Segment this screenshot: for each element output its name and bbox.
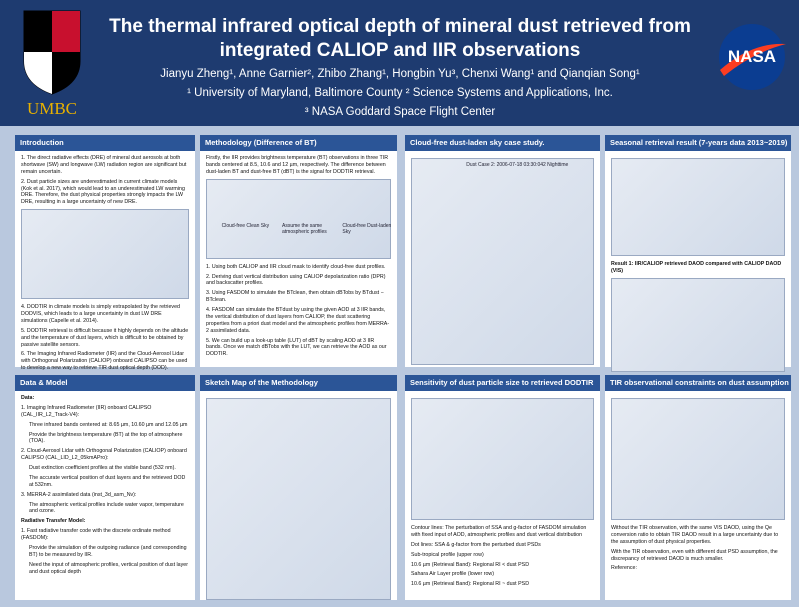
umbc-text: UMBC: [27, 99, 77, 118]
section-title: TIR observational constraints on dust as…: [605, 375, 791, 391]
section-title: Cloud-free dust-laden sky case study.: [405, 135, 600, 151]
paragraph: Dust extinction coefficient profiles at …: [29, 465, 176, 471]
paragraph: Need the input of atmospheric profiles, …: [29, 561, 188, 575]
section: Sketch Map of the Methodology: [200, 375, 397, 600]
paragraph: Three infrared bands centered at: 8.65 µ…: [29, 421, 188, 428]
section: Cloud-free dust-laden sky case study. Dus…: [405, 135, 600, 367]
paragraph: The atmospheric vertical profiles includ…: [29, 501, 184, 515]
figure: [611, 277, 785, 372]
paragraph: 1. Imaging Infrared Radiometer (IIR) onb…: [21, 404, 152, 418]
paragraph: Sahara Air Layer profile (lower row): [411, 571, 495, 578]
paragraph: 1. Using both CALIOP and IIR cloud mask …: [206, 263, 386, 270]
paragraph: 4. DODTIR in climate models is simply ex…: [21, 304, 180, 324]
paragraph: Radiative Transfer Model:: [21, 518, 86, 525]
umbc-logo: UMBC: [23, 10, 81, 118]
affiliation: ³ NASA Goddard Space Flight Center: [304, 106, 496, 118]
authors: Jianyu Zheng¹, Anne Garnier², Zhibo Zhan…: [160, 68, 640, 80]
header: The thermal infrared optical depth of mi…: [0, 0, 799, 126]
paragraph: 5. We can build up a look-up table (LUT)…: [206, 337, 387, 358]
section-body: [200, 391, 397, 607]
paragraph: Firstly, the IIR provides brightness tem…: [206, 155, 389, 175]
figure: [21, 209, 189, 300]
section-body: 1. The direct radiative effects (DRE) of…: [15, 151, 195, 379]
paragraph: 5. DODTIR retrieval is difficult because…: [21, 327, 189, 348]
paragraph: 10.6 µm (Retrieval Band): Regional RI < …: [411, 561, 530, 568]
figure-label: Dust Case 2: 2006-07-18 03:30:042 Nightt…: [466, 162, 569, 168]
paragraph: 1. Fast radiative transfer code with the…: [21, 528, 171, 541]
section-body: Firstly, the IIR provides brightness tem…: [200, 151, 397, 365]
paragraph: Result 1: IIR/CALIOP retrieved DAOD comp…: [611, 261, 782, 274]
figure: [611, 158, 785, 256]
figure: [611, 398, 785, 520]
figure-label: Cloud-free Clean Sky: [221, 222, 270, 229]
paragraph: Sub-tropical profile (upper row): [411, 551, 484, 558]
section-title: Data & Model: [15, 375, 195, 391]
section-title: Sensitivity of dust particle size to ret…: [405, 375, 600, 391]
paragraph: 10.6 µm (Retrieval Band): Regional RI ~ …: [411, 581, 530, 588]
figure: [411, 398, 594, 520]
paragraph: 2. Dust particle sizes are underestimate…: [21, 178, 185, 206]
section: Sensitivity of dust particle size to ret…: [405, 375, 600, 600]
paragraph: Contour lines: The perturbation of SSA a…: [411, 525, 587, 538]
paragraph: With the TIR observation, even with diff…: [611, 548, 778, 562]
paragraph: Data:: [21, 395, 35, 401]
figure: [206, 398, 391, 600]
section-body: Data: 1. Imaging Infrared Radiometer (IIR…: [15, 391, 195, 582]
section: Methodology (Difference of BT) Firstly, t…: [200, 135, 397, 367]
section: Seasonal retrieval result (7-years data …: [605, 135, 791, 390]
paragraph: Without the TIR observation, with the sa…: [611, 525, 779, 545]
section-title: Sketch Map of the Methodology: [200, 375, 397, 391]
title: integrated CALIOP and IIR observations: [219, 40, 581, 61]
paragraph: 2. Deriving dust vertical distribution u…: [206, 273, 386, 287]
section-body: Contour lines: The perturbation of SSA a…: [405, 391, 600, 595]
paragraph: Reference:: [611, 565, 637, 572]
section: Data & Model Data: 1. Imaging Infrared Rad…: [15, 375, 195, 600]
paragraph: Dot lines: SSA & g-factor from the pertu…: [411, 541, 541, 548]
paragraph: 3. Using FASDOM to simulate the BTclean,…: [206, 290, 384, 304]
figure-label: Cloud-free Dust-laden Sky: [342, 222, 392, 236]
paragraph: The accurate vertical position of dust l…: [29, 474, 186, 488]
figure: Dust Case 2: 2006-07-18 03:30:042 Nightt…: [411, 158, 594, 365]
section: Introduction 1. The direct radiative effe…: [15, 135, 195, 371]
nasa-logo: NASA: [719, 24, 786, 90]
section: TIR observational constraints on dust as…: [605, 375, 791, 600]
section-body: Without the TIR observation, with the sa…: [605, 391, 791, 579]
affiliation: ¹ University of Maryland, Baltimore Coun…: [187, 87, 613, 99]
paragraph: 6. The Imaging Infrared Radiometer (IIR)…: [21, 351, 188, 372]
nasa-text: NASA: [728, 47, 776, 66]
section-title: Introduction: [15, 135, 195, 151]
section-body: Result 1: IIR/CALIOP retrieved DAOD comp…: [605, 151, 791, 398]
paragraph: 3. MERRA-2 assimilated data (inst_3d_asm…: [21, 491, 137, 498]
section-title: Seasonal retrieval result (7-years data …: [605, 135, 791, 151]
section-title: Methodology (Difference of BT): [200, 135, 397, 151]
paragraph: Provide the brightness temperature (BT) …: [29, 431, 183, 445]
paragraph: 2. Cloud-Aerosol Lidar with Orthogonal P…: [21, 448, 187, 462]
paragraph: Provide the simulation of the outgoing r…: [29, 544, 187, 558]
paragraph: 4. FASDOM can simulate the BTdust by usi…: [206, 307, 390, 334]
paragraph: 1. The direct radiative effects (DRE) of…: [21, 155, 187, 175]
figure-label: Assume the same atmospheric profiles: [282, 222, 327, 236]
section-body: Dust Case 2: 2006-07-18 03:30:042 Nightt…: [405, 151, 600, 374]
title: The thermal infrared optical depth of mi…: [109, 16, 691, 37]
figure: Cloud-free Clean Sky Assume the same atmo…: [206, 178, 392, 259]
